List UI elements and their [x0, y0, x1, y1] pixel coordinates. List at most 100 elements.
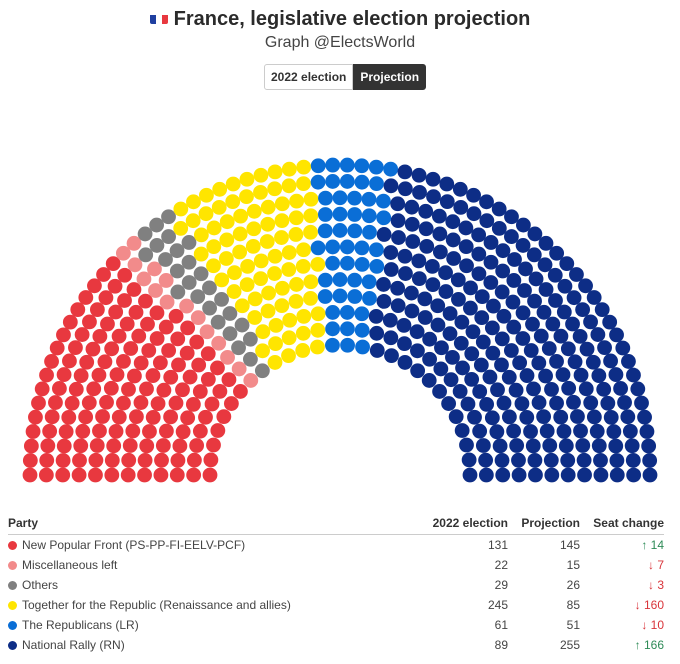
seat-dot	[549, 395, 564, 411]
seat-dot	[126, 282, 142, 297]
seat-dot	[74, 327, 90, 342]
seat-dot	[243, 351, 258, 367]
seat-dot	[310, 306, 326, 322]
seat-dot	[172, 438, 188, 454]
seat-dot	[325, 157, 341, 173]
seat-dot	[221, 372, 237, 388]
seat-dot	[411, 253, 427, 269]
seat-dot	[152, 355, 168, 371]
seat-dot	[175, 382, 190, 398]
seat-dot	[52, 381, 67, 396]
seat-dot	[42, 423, 58, 439]
seat-dot	[501, 409, 517, 425]
seat-dot	[494, 284, 510, 300]
seat-dot	[471, 246, 487, 262]
seat-dot	[150, 396, 166, 411]
seat-dot	[505, 294, 521, 310]
seat-dot	[222, 326, 238, 342]
seat-dot	[219, 214, 235, 230]
seat-dot	[317, 207, 333, 222]
seat-dot	[556, 423, 572, 439]
seat-dot	[82, 314, 97, 330]
seat-dot	[508, 382, 524, 398]
seat-dot	[332, 272, 348, 287]
seat-dot	[354, 256, 370, 272]
seat-dot	[281, 262, 297, 277]
seat-dot	[44, 409, 60, 425]
seat-dot	[145, 409, 161, 425]
seat-dot	[519, 368, 535, 383]
seat-dot	[96, 267, 111, 282]
seat-dot	[28, 409, 43, 425]
seat-dot	[296, 159, 312, 175]
seat-dot	[49, 340, 65, 356]
seat-dot	[491, 201, 507, 217]
header-projection: Projection	[508, 514, 580, 535]
seat-dot	[418, 203, 434, 219]
seat-dot	[585, 354, 601, 370]
seat-dot	[163, 409, 179, 425]
seat-dot	[354, 322, 370, 338]
seat-dot	[339, 157, 355, 173]
seat-dot	[233, 208, 249, 224]
seat-dot	[192, 384, 208, 399]
seat-dot	[391, 230, 406, 245]
seat-dot	[192, 423, 208, 439]
seat-dot	[115, 245, 131, 261]
seat-dot	[620, 409, 636, 425]
seat-dot	[289, 193, 305, 209]
seat-dot	[260, 216, 276, 232]
table-row: National Rally (RN) 89 255 ↑ 166	[8, 635, 664, 655]
seat-dot	[226, 284, 242, 299]
chart-subtitle: Graph @ElectsWorld	[264, 34, 416, 51]
seat-dot	[452, 181, 468, 197]
seat-dot	[397, 181, 413, 197]
seat-change-value: ↓ 10	[641, 618, 664, 632]
seat-dot	[106, 438, 122, 454]
table-row: Miscellaneous left 22 15 ↓ 7	[8, 555, 664, 575]
seat-dot	[239, 171, 255, 187]
seat-dot	[339, 239, 355, 255]
seat-dot	[70, 302, 86, 318]
projection-value: 15	[566, 558, 580, 572]
seat-dot	[491, 220, 507, 236]
seat-dot	[148, 283, 163, 298]
seat-dot	[362, 224, 377, 240]
seat-dot	[396, 317, 412, 333]
seat-dot	[606, 424, 622, 440]
seat-dot	[409, 324, 425, 340]
seat-dot	[642, 453, 658, 468]
projection-value: 145	[559, 538, 580, 552]
seat-dot	[549, 353, 564, 369]
seat-dot	[200, 371, 216, 387]
seat-change-value: ↑ 166	[634, 638, 664, 652]
seat-dot	[23, 438, 39, 454]
seat-dot	[411, 271, 427, 287]
seat-dot	[68, 340, 83, 355]
seat-dot	[368, 308, 384, 324]
seat-dot	[122, 438, 138, 453]
seat-dot	[442, 306, 458, 321]
seat-dot	[268, 317, 284, 333]
seat-dot	[339, 174, 355, 189]
seat-dot	[281, 330, 297, 346]
seat-dot	[515, 217, 531, 233]
seat-dot	[253, 167, 269, 183]
toggle-projection[interactable]: Projection	[353, 64, 427, 90]
seat-dot	[458, 220, 474, 236]
seat-dot	[475, 334, 491, 350]
seat-dot	[538, 368, 553, 384]
seat-dot	[368, 159, 384, 175]
toggle-2022-election[interactable]: 2022 election	[264, 64, 354, 90]
seat-dot	[567, 354, 583, 370]
seat-dot	[430, 317, 446, 333]
seat-dot	[548, 293, 563, 308]
seat-dot	[369, 242, 384, 258]
seat-dot	[383, 161, 399, 177]
seat-dot	[274, 280, 290, 296]
seat-dot	[460, 396, 476, 412]
seat-dot	[525, 438, 541, 454]
seat-dot	[104, 452, 120, 468]
seat-dot	[376, 277, 391, 292]
seat-dot	[163, 369, 179, 385]
